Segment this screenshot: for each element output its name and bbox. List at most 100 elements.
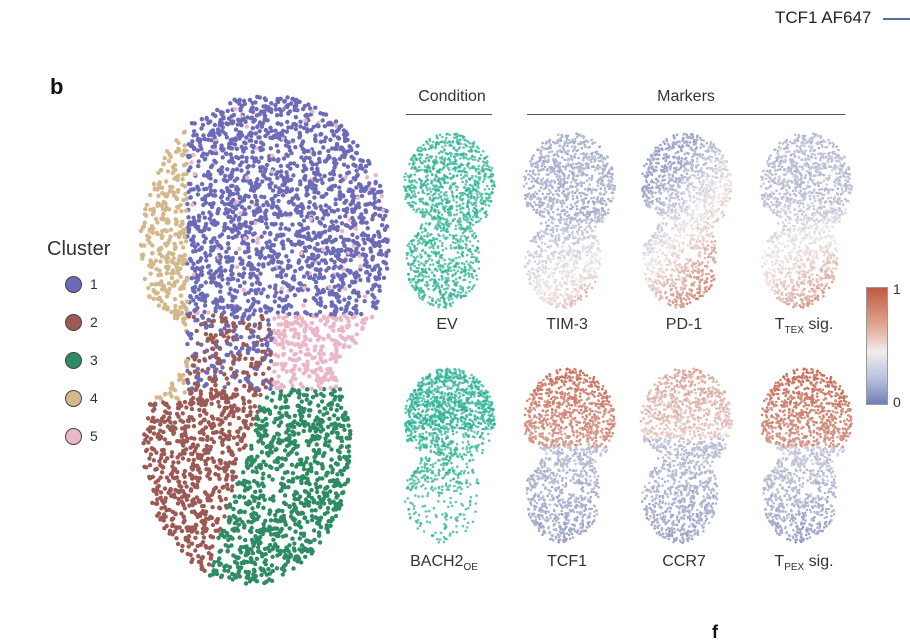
umap-point [296, 342, 301, 347]
umap-point [289, 151, 294, 156]
umap-point [282, 99, 287, 104]
embedding-point [473, 155, 476, 159]
umap-point [260, 179, 265, 184]
embedding-point [407, 272, 410, 276]
umap-point [148, 436, 154, 441]
umap-point [155, 501, 160, 506]
umap-point [371, 202, 376, 207]
umap-point [230, 264, 235, 269]
umap-point [161, 211, 166, 217]
embedding-point [479, 194, 483, 198]
umap-point [360, 158, 365, 164]
umap-point [269, 450, 274, 455]
umap-point [212, 158, 217, 163]
embedding-point [441, 145, 444, 149]
umap-point [213, 388, 219, 393]
umap-point [332, 284, 337, 289]
umap-point [315, 166, 320, 171]
umap-point [165, 307, 170, 312]
umap-point [319, 344, 324, 350]
embedding-point [417, 291, 421, 295]
umap-point [250, 551, 256, 556]
umap-point [252, 158, 258, 163]
umap-point [337, 422, 342, 427]
umap-point [243, 291, 248, 297]
umap-point [235, 176, 240, 181]
umap-point [254, 146, 260, 151]
umap-point [337, 124, 343, 129]
umap-point [329, 391, 335, 397]
umap-point [254, 198, 260, 203]
umap-point [154, 230, 160, 235]
umap-point [323, 322, 328, 327]
umap-point [188, 165, 193, 170]
umap-point [243, 211, 248, 217]
umap-point [288, 161, 293, 166]
umap-point [228, 410, 233, 415]
umap-point [235, 306, 240, 312]
umap-point [341, 207, 346, 213]
umap-point [353, 163, 358, 169]
umap-point [259, 450, 265, 455]
umap-point [162, 526, 167, 531]
umap-point [314, 470, 319, 476]
umap-point [167, 286, 172, 292]
umap-point [367, 161, 372, 166]
umap-point [261, 525, 266, 531]
umap-point [232, 142, 238, 147]
umap-point [268, 350, 273, 356]
umap-point [234, 264, 240, 270]
embedding-point [429, 210, 432, 213]
umap-point [281, 316, 286, 321]
embedding-point [490, 184, 494, 188]
embedding-point [414, 259, 417, 262]
umap-point [202, 448, 208, 453]
umap-point [278, 464, 283, 469]
umap-point [294, 464, 299, 469]
umap-point [313, 138, 318, 144]
umap-point [268, 386, 273, 391]
umap-point [143, 206, 148, 212]
umap-point [193, 511, 198, 516]
umap-point [162, 459, 168, 464]
umap-point [294, 358, 299, 363]
umap-point [203, 280, 208, 285]
umap-point [199, 146, 204, 152]
umap-point [350, 215, 355, 221]
umap-point [320, 418, 325, 424]
umap-point [339, 472, 345, 477]
umap-point [155, 203, 160, 208]
embedding-point [475, 278, 479, 281]
umap-point [355, 235, 360, 240]
embedding-point [475, 274, 478, 277]
umap-point [302, 103, 307, 109]
umap-point [333, 162, 338, 167]
umap-point [340, 273, 345, 278]
umap-point [197, 266, 202, 272]
umap-point [158, 455, 164, 461]
umap-point [309, 469, 314, 474]
umap-point [274, 290, 279, 295]
umap-point [298, 381, 303, 387]
umap-point [276, 423, 282, 428]
umap-point [365, 290, 370, 295]
umap-point [153, 480, 158, 485]
embedding-point [411, 278, 415, 282]
umap-point [203, 331, 209, 337]
umap-point [260, 419, 265, 424]
umap-point [232, 97, 237, 102]
umap-point [342, 153, 347, 158]
embedding-point [466, 225, 469, 228]
umap-point [372, 192, 377, 197]
umap-point [220, 532, 225, 538]
embedding-point [456, 138, 459, 142]
umap-point [219, 169, 225, 175]
embedding-point [417, 263, 421, 267]
umap-point [247, 485, 253, 490]
umap-point [177, 439, 182, 444]
umap-point [151, 458, 157, 463]
umap-point [351, 288, 357, 293]
umap-point [215, 528, 221, 533]
umap-point [346, 334, 351, 340]
embedding-point [420, 231, 424, 234]
